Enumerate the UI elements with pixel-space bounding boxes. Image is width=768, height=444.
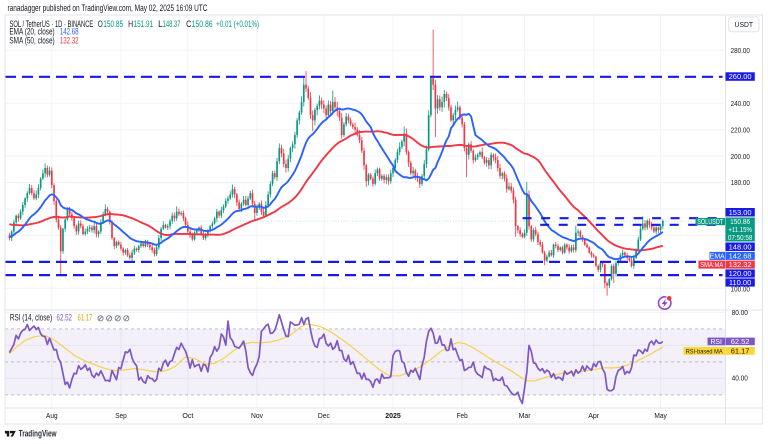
svg-text:100.00: 100.00 [731,284,750,293]
svg-text:Dec: Dec [318,411,330,420]
svg-text:TradingView: TradingView [19,428,58,438]
svg-text:RSI: RSI [710,339,722,346]
svg-text:110.00: 110.00 [729,278,751,287]
svg-text:07:50:58: 07:50:58 [728,233,753,242]
svg-text:O: O [98,19,103,29]
svg-text:40.00: 40.00 [732,374,748,383]
svg-text:Nov: Nov [251,411,263,420]
svg-text:USDT: USDT [735,20,754,29]
svg-text:+0.01 (+0.01%): +0.01 (+0.01%) [216,19,259,29]
svg-text:151.91: 151.91 [134,19,154,29]
svg-text:260.00: 260.00 [729,72,752,81]
svg-text:RSI (14, close): RSI (14, close) [10,313,52,323]
svg-text:132.32: 132.32 [729,260,752,269]
svg-text:153.00: 153.00 [729,208,752,217]
svg-text:Feb: Feb [457,411,468,420]
svg-text:SOLUSDT: SOLUSDT [697,219,724,226]
svg-text:Sep: Sep [115,411,127,420]
svg-text:H: H [128,19,133,29]
svg-text:220.00: 220.00 [731,125,750,134]
svg-text:Mar: Mar [519,411,532,420]
svg-text:May: May [654,411,667,420]
svg-text:142.68: 142.68 [60,27,79,37]
svg-text:Apr: Apr [588,411,600,420]
svg-text:142.68: 142.68 [729,252,752,261]
svg-text:Oct: Oct [182,411,193,420]
svg-text:148.37: 148.37 [163,19,181,29]
svg-text:RSI-based MA: RSI-based MA [686,348,723,355]
svg-text:132.32: 132.32 [60,36,79,46]
svg-text:EMA (20, close): EMA (20, close) [9,27,54,37]
svg-text:Aug: Aug [46,411,58,420]
svg-text:180.00: 180.00 [731,178,750,187]
svg-text:120.00: 120.00 [729,269,752,278]
svg-text:SOL / TetherUS · 1D · BINANCE: SOL / TetherUS · 1D · BINANCE [10,19,94,29]
svg-text:80.00: 80.00 [732,308,748,317]
svg-text:L: L [158,19,163,29]
svg-text:62.52: 62.52 [57,313,73,323]
svg-text:SMA (50, close): SMA (50, close) [9,36,54,46]
svg-text:2025: 2025 [385,411,401,420]
svg-text:150.85: 150.85 [103,19,123,29]
svg-text:61.17: 61.17 [78,313,93,323]
svg-text:61.17: 61.17 [731,347,750,356]
svg-text:62.52: 62.52 [731,337,750,346]
svg-text:240.00: 240.00 [731,99,750,108]
svg-text:280.00: 280.00 [731,46,750,55]
svg-text:200.00: 200.00 [731,152,750,161]
svg-text:C: C [186,19,192,29]
svg-text:ranadagger published on Tradin: ranadagger published on TradingView.com,… [8,3,208,13]
svg-text:150.86: 150.86 [192,19,213,29]
svg-text:EMA: EMA [710,253,725,260]
svg-text:+11.15%: +11.15% [728,225,752,234]
svg-text:SMA:MA: SMA:MA [700,262,723,269]
svg-text:148.00: 148.00 [729,242,752,251]
svg-text:150.86: 150.86 [730,217,750,226]
